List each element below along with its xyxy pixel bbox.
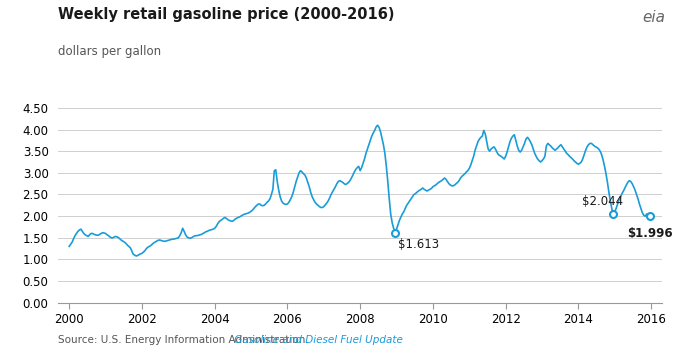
Text: dollars per gallon: dollars per gallon	[58, 45, 161, 58]
Text: Source: U.S. Energy Information Administration.: Source: U.S. Energy Information Administ…	[58, 334, 309, 345]
Text: Gasoline and Diesel Fuel Update: Gasoline and Diesel Fuel Update	[231, 334, 403, 345]
Text: eia: eia	[642, 10, 665, 25]
Text: $2.044: $2.044	[582, 195, 623, 208]
Text: $1.996: $1.996	[628, 227, 673, 240]
Text: $1.613: $1.613	[398, 238, 439, 251]
Text: Weekly retail gasoline price (2000-2016): Weekly retail gasoline price (2000-2016)	[58, 7, 395, 22]
